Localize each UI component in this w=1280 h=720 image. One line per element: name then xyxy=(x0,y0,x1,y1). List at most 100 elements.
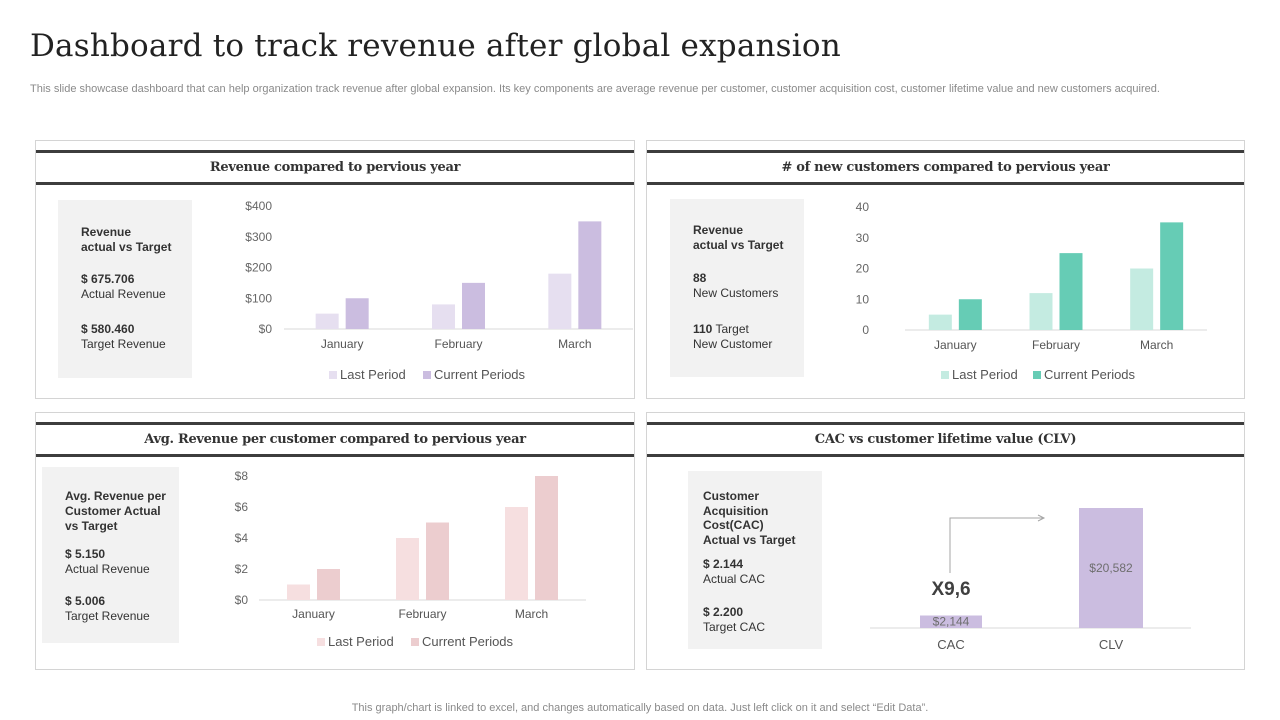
kpi-heading: Revenue xyxy=(693,223,744,237)
legend-swatch xyxy=(411,638,419,646)
kpi-heading: Acquisition xyxy=(703,503,769,518)
y-tick-label: $2 xyxy=(235,562,249,576)
revenue-kpi-card: Revenue actual vs Target $ 675.706 Actua… xyxy=(58,200,192,378)
legend-swatch xyxy=(329,371,337,379)
avg-revenue-bar-chart: $0 $2 $4 $6 $8 January February March Last Perio… xyxy=(235,469,586,649)
bar xyxy=(928,314,952,330)
page-title: Dashboard to track revenue after global … xyxy=(30,28,841,64)
revenue-panel: Revenue compared to pervious year Revenu… xyxy=(35,140,635,399)
x-category-label: February xyxy=(1032,338,1080,352)
customers-bar-chart: 0 10 20 30 40 January February March Last Period… xyxy=(856,200,1207,382)
revenue-panel-title: Revenue compared to pervious year xyxy=(36,150,634,185)
y-tick-label: 0 xyxy=(862,323,869,337)
y-tick-label: $300 xyxy=(245,230,272,244)
legend-label: Current Periods xyxy=(422,634,514,649)
kpi-target-label: Target Revenue xyxy=(65,609,150,623)
bar xyxy=(317,569,340,600)
kpi-heading: actual vs Target xyxy=(693,238,784,252)
y-tick-label: $8 xyxy=(235,469,249,483)
legend-swatch xyxy=(1033,371,1041,379)
bar xyxy=(345,298,369,329)
y-tick-label: $400 xyxy=(245,199,272,213)
y-tick-label: 30 xyxy=(856,231,870,245)
kpi-actual-value: 88 xyxy=(693,271,707,285)
legend-label: Last Period xyxy=(340,367,406,382)
kpi-heading: Cost(CAC) xyxy=(703,518,764,532)
bar xyxy=(287,584,310,600)
kpi-heading: Actual vs Target xyxy=(703,532,796,547)
legend-label: Last Period xyxy=(952,367,1018,382)
bar xyxy=(1029,293,1053,330)
bar xyxy=(1079,508,1143,628)
kpi-heading: Revenue xyxy=(81,225,132,239)
kpi-actual-value: $ 2.144 xyxy=(703,557,744,571)
bar xyxy=(1130,268,1154,330)
customers-kpi-card: Revenue actual vs Target 88 New Customer… xyxy=(670,199,804,377)
legend-label: Last Period xyxy=(328,634,394,649)
x-category-label: March xyxy=(1140,338,1173,352)
x-category-label: January xyxy=(321,337,364,351)
kpi-actual-label: New Customers xyxy=(693,286,779,300)
legend-swatch xyxy=(317,638,325,646)
x-category-label: March xyxy=(558,337,591,351)
x-category-label: January xyxy=(934,338,977,352)
avg-revenue-panel-title: Avg. Revenue per customer compared to pe… xyxy=(36,422,634,457)
bar xyxy=(548,273,572,329)
cac-clv-panel: CAC vs customer lifetime value (CLV) Cus… xyxy=(646,412,1245,670)
legend-swatch xyxy=(941,371,949,379)
legend-label: Current Periods xyxy=(434,367,526,382)
kpi-target-value: $ 2.200 xyxy=(703,605,744,619)
cac-kpi-card: Customer Acquisition Cost(CAC) Actual vs… xyxy=(688,471,822,649)
y-tick-label: $200 xyxy=(245,261,272,275)
bar xyxy=(578,221,602,329)
y-tick-label: $4 xyxy=(235,531,249,545)
bar xyxy=(462,282,485,329)
kpi-actual-label: Actual Revenue xyxy=(65,562,150,576)
bar xyxy=(1059,253,1083,330)
bar xyxy=(535,476,558,600)
x-category-label: March xyxy=(515,607,548,621)
customers-panel: # of new customers compared to pervious … xyxy=(646,140,1245,399)
avg-revenue-kpi-card: Avg. Revenue per Customer Actual vs Targ… xyxy=(42,467,179,643)
arrow-head xyxy=(1037,514,1046,522)
revenue-bar-chart: $0 $100 $200 $300 $400 January February March La… xyxy=(245,199,633,382)
y-tick-label: 40 xyxy=(856,200,870,214)
kpi-target-label: Target Revenue xyxy=(81,337,166,351)
x-category-label: CAC xyxy=(937,637,964,652)
bar xyxy=(920,615,982,628)
kpi-target-suffix: Target xyxy=(715,322,749,336)
bar xyxy=(505,507,528,600)
kpi-target-label: New Customer xyxy=(693,337,773,351)
kpi-target-value: $ 580.460 xyxy=(81,322,135,336)
avg-revenue-panel: Avg. Revenue per customer compared to pe… xyxy=(35,412,635,670)
y-tick-label: $6 xyxy=(235,500,249,514)
cac-clv-panel-title: CAC vs customer lifetime value (CLV) xyxy=(647,422,1244,457)
page-subtitle: This slide showcase dashboard that can h… xyxy=(30,83,1160,95)
x-category-label: January xyxy=(292,607,335,621)
kpi-heading: actual vs Target xyxy=(81,240,172,254)
customers-panel-title: # of new customers compared to pervious … xyxy=(647,150,1244,185)
footer-note: This graph/chart is linked to excel, and… xyxy=(351,702,929,714)
y-tick-label: $100 xyxy=(245,291,272,305)
kpi-heading: Avg. Revenue per xyxy=(65,489,166,503)
kpi-actual-label: Actual CAC xyxy=(703,572,766,586)
legend-label: Current Periods xyxy=(1044,367,1136,382)
y-tick-label: 10 xyxy=(856,292,870,306)
bar xyxy=(426,522,449,600)
bar xyxy=(315,313,339,329)
kpi-actual-value: $ 675.706 xyxy=(81,272,135,286)
kpi-target-value: $ 5.006 xyxy=(65,594,106,608)
bar xyxy=(958,299,982,330)
x-category-label: CLV xyxy=(1099,637,1124,652)
cac-clv-bar-chart: $2,144 CAC $20,582 CLV X9,6 xyxy=(870,508,1191,652)
kpi-heading: Customer xyxy=(703,489,760,503)
kpi-actual-label: Actual Revenue xyxy=(81,287,166,301)
y-tick-label: $0 xyxy=(235,593,249,607)
y-tick-label: $0 xyxy=(259,322,273,336)
arrow-line xyxy=(949,517,1043,573)
x-category-label: February xyxy=(434,337,482,351)
data-label: $2,144 xyxy=(933,615,970,629)
kpi-heading: Customer Actual xyxy=(65,504,161,518)
x-category-label: February xyxy=(398,607,446,621)
kpi-target-label: Target CAC xyxy=(703,620,766,634)
